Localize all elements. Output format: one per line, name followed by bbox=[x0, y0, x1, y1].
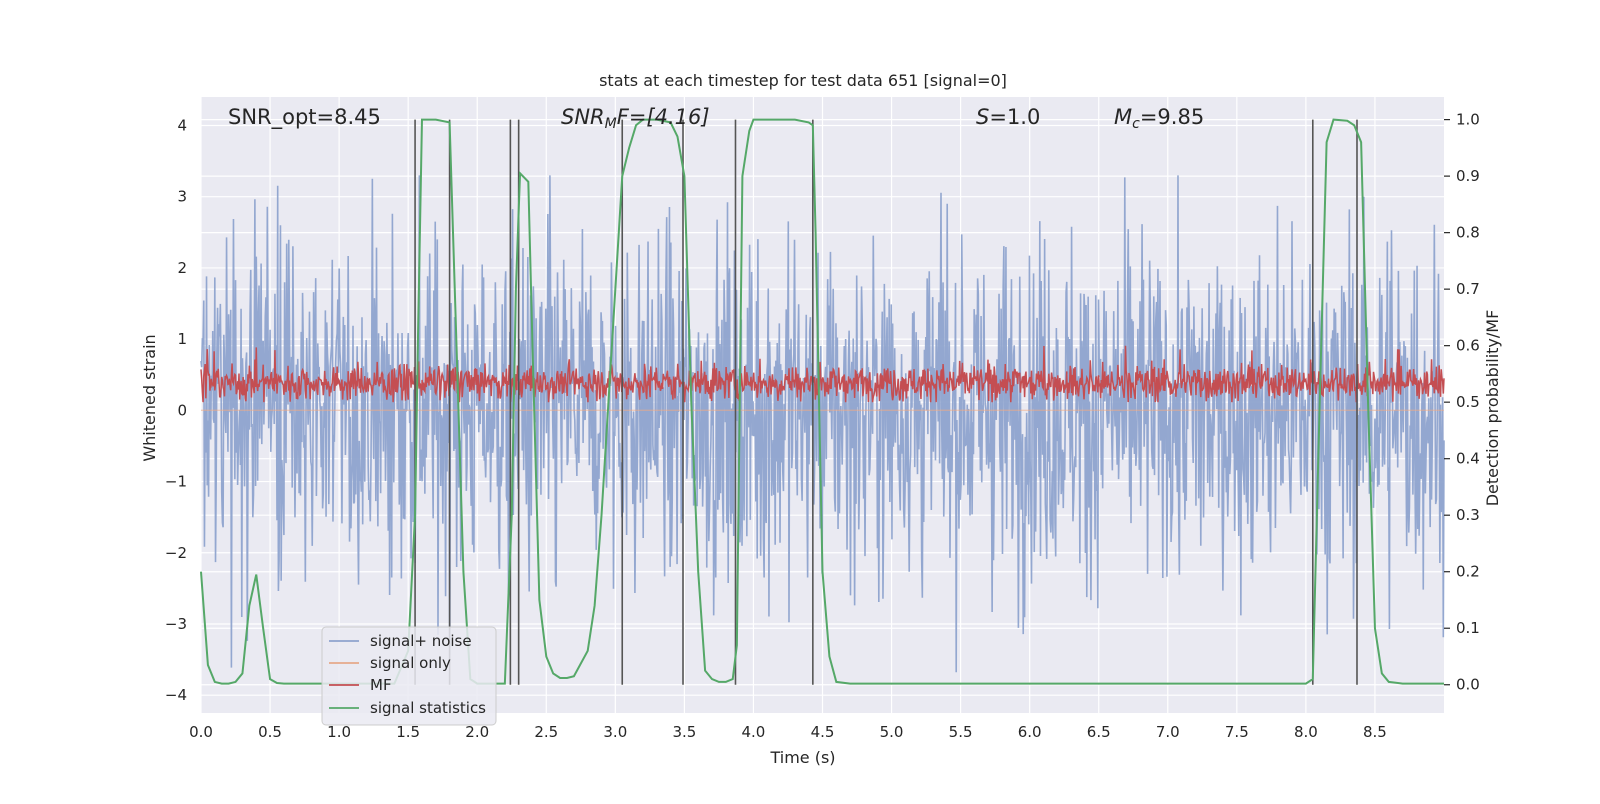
y-left-tick-label: −1 bbox=[165, 473, 187, 491]
y-axis-left-ticks: 4 3 2 1 0 −1 −2 −3 −4 bbox=[165, 116, 187, 704]
y-right-tick-label: 0.1 bbox=[1456, 619, 1480, 637]
mf-line bbox=[200, 345, 1445, 403]
annotation-snr-opt: SNR_opt=8.45 bbox=[228, 105, 381, 130]
annotation-snr-mf-subscript: M bbox=[605, 116, 617, 132]
x-tick-label: 8.0 bbox=[1294, 723, 1318, 741]
x-tick-label: 4.0 bbox=[742, 723, 766, 741]
x-tick-label: 1.5 bbox=[396, 723, 420, 741]
y-right-tick-label: 0.5 bbox=[1456, 393, 1480, 411]
y-right-tick-label: 0.0 bbox=[1456, 676, 1480, 694]
annotation-mc-subscript: c bbox=[1132, 116, 1140, 132]
signal-noise-line bbox=[200, 175, 1445, 673]
x-tick-label: 3.0 bbox=[603, 723, 627, 741]
y-right-tick-label: 0.3 bbox=[1456, 506, 1480, 524]
annotation-mc: Mc=9.85 bbox=[1114, 105, 1204, 132]
x-tick-label: 7.0 bbox=[1156, 723, 1180, 741]
x-tick-label: 8.5 bbox=[1363, 723, 1387, 741]
x-tick-label: 1.0 bbox=[327, 723, 351, 741]
annotation-mc-symbol: M bbox=[1114, 105, 1132, 129]
x-tick-label: 7.5 bbox=[1225, 723, 1249, 741]
y-right-tick-label: 0.9 bbox=[1456, 167, 1480, 185]
y-axis-left-label: Whitened strain bbox=[140, 334, 159, 461]
legend-label-mf: MF bbox=[370, 676, 392, 694]
x-tick-label: 6.0 bbox=[1018, 723, 1042, 741]
detection-vlines bbox=[414, 119, 1358, 685]
x-tick-label: 0.0 bbox=[189, 723, 213, 741]
series-mf bbox=[200, 345, 1445, 403]
x-tick-label: 2.0 bbox=[465, 723, 489, 741]
y-axis-right-label: Detection probability/MF bbox=[1483, 310, 1502, 507]
y-axis-right-ticks: 1.0 0.9 0.8 0.7 0.6 0.5 0.4 0.3 0.2 0.1 0.0 bbox=[1444, 111, 1480, 694]
y-right-tick-label: 0.8 bbox=[1456, 224, 1480, 242]
legend-label-signal-statistics: signal statistics bbox=[370, 699, 486, 717]
y-right-tick-label: 0.6 bbox=[1456, 337, 1480, 355]
y-left-tick-label: 3 bbox=[177, 188, 187, 206]
y-left-tick-label: −4 bbox=[165, 686, 187, 704]
x-tick-label: 4.5 bbox=[811, 723, 835, 741]
annotation-s-value: =1.0 bbox=[989, 105, 1040, 129]
annotation-s: S=1.0 bbox=[976, 105, 1040, 129]
y-right-tick-label: 0.2 bbox=[1456, 563, 1480, 581]
series-signal-noise bbox=[200, 175, 1445, 673]
y-left-tick-label: 4 bbox=[177, 116, 187, 134]
x-axis-ticks: 0.0 0.5 1.0 1.5 2.0 2.5 3.0 3.5 4.0 4.5 5.0 5.5 6.0 6… bbox=[189, 723, 1387, 741]
x-tick-label: 5.5 bbox=[949, 723, 973, 741]
y-left-tick-label: 1 bbox=[177, 330, 187, 348]
y-left-tick-label: −3 bbox=[165, 615, 187, 633]
x-tick-label: 6.5 bbox=[1087, 723, 1111, 741]
y-left-tick-label: −2 bbox=[165, 544, 187, 562]
chart-title: stats at each timestep for test data 651… bbox=[599, 71, 1007, 90]
x-tick-label: 5.0 bbox=[880, 723, 904, 741]
x-tick-label: 0.5 bbox=[258, 723, 282, 741]
legend-label-signal-noise: signal+ noise bbox=[370, 632, 472, 650]
y-right-tick-label: 0.7 bbox=[1456, 280, 1480, 298]
annotation-snr-mf-value: F=[4.16] bbox=[617, 105, 710, 129]
legend-label-signal-only: signal only bbox=[370, 654, 451, 672]
annotation-snr-mf: SNRMF=[4.16] bbox=[561, 105, 710, 132]
x-axis-label: Time (s) bbox=[769, 748, 835, 767]
y-right-tick-label: 0.4 bbox=[1456, 450, 1480, 468]
annotation-mc-value: =9.85 bbox=[1140, 105, 1204, 129]
y-right-tick-label: 1.0 bbox=[1456, 111, 1480, 129]
y-left-tick-label: 0 bbox=[177, 401, 187, 419]
legend-box bbox=[321, 626, 497, 726]
x-tick-label: 2.5 bbox=[534, 723, 558, 741]
annotation-snr-mf-symbol: SNR bbox=[561, 105, 605, 129]
x-tick-label: 3.5 bbox=[672, 723, 696, 741]
y-left-tick-label: 2 bbox=[177, 259, 187, 277]
annotation-s-symbol: S bbox=[976, 105, 989, 129]
legend: signal+ noise signal only MF signal stat… bbox=[321, 626, 497, 726]
